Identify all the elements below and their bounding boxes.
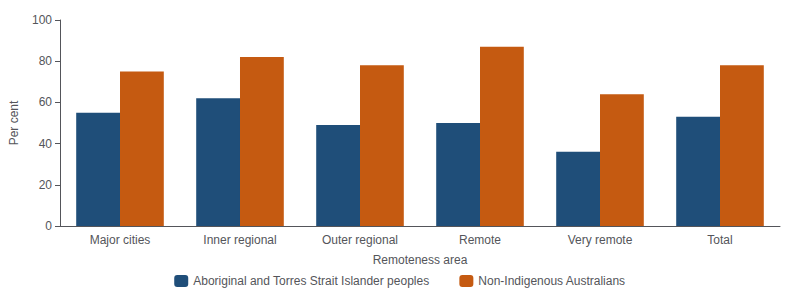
svg-text:Remoteness area: Remoteness area	[373, 253, 468, 267]
svg-text:Outer regional: Outer regional	[322, 233, 398, 247]
svg-text:Aboriginal and Torres Strait I: Aboriginal and Torres Strait Islander pe…	[193, 274, 429, 288]
svg-text:20: 20	[39, 178, 53, 192]
svg-text:Per cent: Per cent	[7, 100, 21, 145]
svg-text:Very remote: Very remote	[568, 233, 633, 247]
svg-text:60: 60	[39, 95, 53, 109]
svg-text:0: 0	[45, 219, 52, 233]
svg-text:Non-Indigenous Australians: Non-Indigenous Australians	[478, 274, 625, 288]
svg-text:Remote: Remote	[459, 233, 501, 247]
svg-text:Total: Total	[707, 233, 732, 247]
svg-text:Major cities: Major cities	[90, 233, 151, 247]
svg-text:80: 80	[39, 54, 53, 68]
svg-text:Inner regional: Inner regional	[203, 233, 276, 247]
svg-text:40: 40	[39, 137, 53, 151]
svg-text:100: 100	[32, 13, 52, 27]
